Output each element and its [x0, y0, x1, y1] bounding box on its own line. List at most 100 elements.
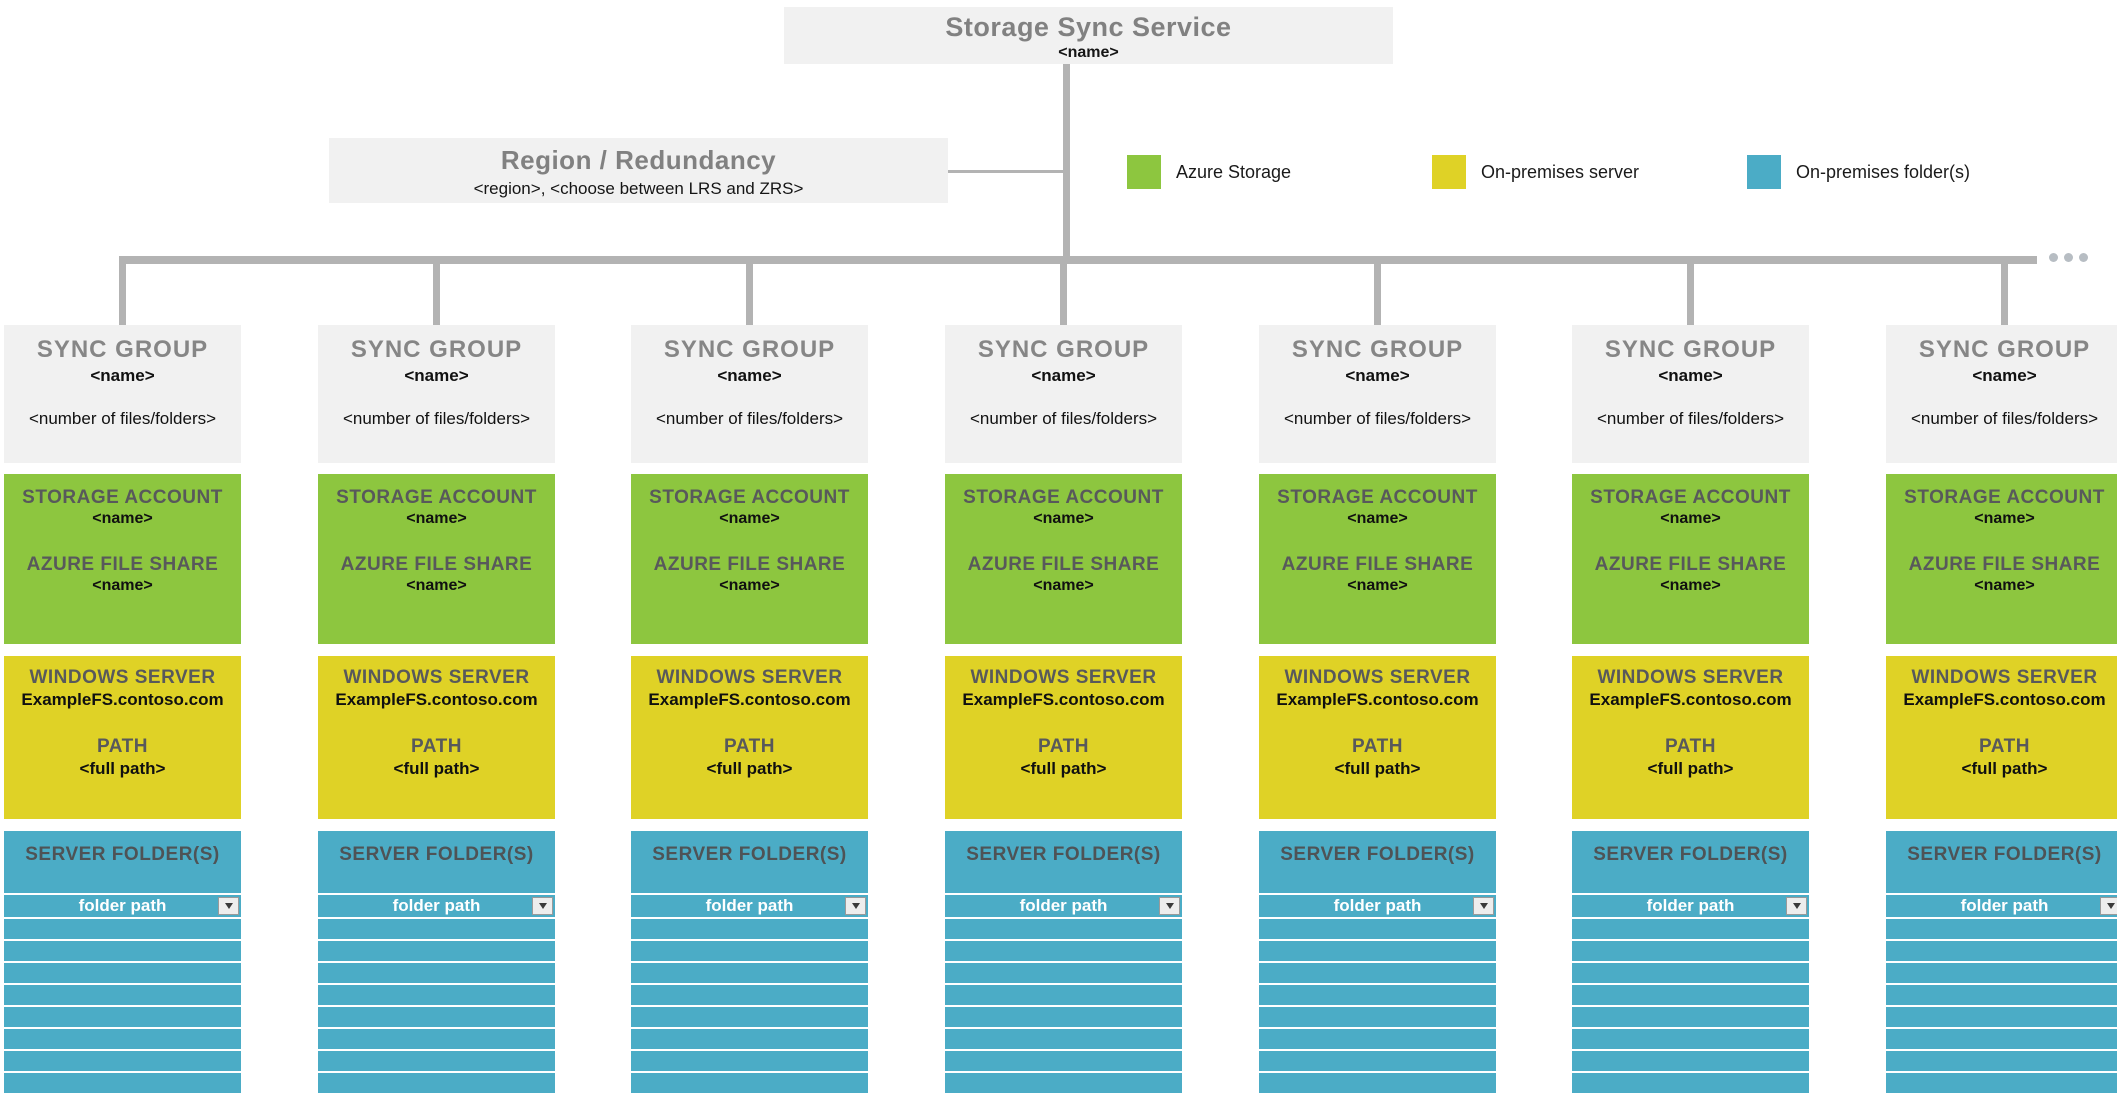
folder-row[interactable]	[631, 919, 868, 941]
folder-row[interactable]	[945, 1029, 1182, 1051]
sync-group-header-box: SYNC GROUP <name> <number of files/folde…	[1572, 325, 1809, 463]
sync-group-file-count: <number of files/folders>	[1596, 409, 1785, 428]
folder-row[interactable]	[1259, 919, 1496, 941]
connector-root-vertical-line	[1063, 64, 1070, 256]
folder-path-dropdown-button[interactable]	[1473, 897, 1494, 915]
sync-group-title: SYNC GROUP	[663, 336, 836, 363]
sync-group-name: <name>	[1972, 366, 2037, 385]
folder-row[interactable]	[945, 963, 1182, 985]
folder-row[interactable]	[318, 985, 555, 1007]
folder-row[interactable]	[631, 1007, 868, 1029]
folder-row[interactable]	[945, 985, 1182, 1007]
folder-row[interactable]	[1886, 963, 2117, 985]
folder-row[interactable]	[1259, 1051, 1496, 1073]
azure-file-share-label: AZURE FILE SHARE	[1281, 554, 1474, 575]
folder-path-cell[interactable]: folder path	[1886, 893, 2117, 919]
folder-row[interactable]	[318, 963, 555, 985]
path-value: <full path>	[1961, 759, 2048, 778]
folder-row[interactable]	[945, 1073, 1182, 1094]
azure-file-share-name: <name>	[406, 577, 467, 594]
folder-path-cell[interactable]: folder path	[631, 893, 868, 919]
windows-server-name: ExampleFS.contoso.com	[1589, 690, 1792, 709]
folder-row[interactable]	[4, 985, 241, 1007]
folder-path-dropdown-button[interactable]	[1786, 897, 1807, 915]
legend-label-onprem-server: On-premises server	[1481, 161, 1640, 182]
connector-drop-line	[1687, 264, 1694, 325]
sync-group-column: SYNC GROUP <name> <number of files/folde…	[631, 325, 868, 1103]
folder-path-dropdown-button[interactable]	[2100, 897, 2117, 915]
folder-row[interactable]	[1572, 985, 1809, 1007]
folder-row[interactable]	[945, 1007, 1182, 1029]
windows-server-label: WINDOWS SERVER	[29, 667, 216, 688]
storage-account-label: STORAGE ACCOUNT	[22, 487, 223, 508]
sync-group-header-box: SYNC GROUP <name> <number of files/folde…	[945, 325, 1182, 463]
folder-row[interactable]	[1886, 1029, 2117, 1051]
windows-server-label: WINDOWS SERVER	[1597, 667, 1784, 688]
sync-group-title: SYNC GROUP	[36, 336, 209, 363]
server-folders-label: SERVER FOLDER(S)	[339, 844, 534, 865]
folder-row[interactable]	[4, 941, 241, 963]
folder-row[interactable]	[1886, 985, 2117, 1007]
folder-row[interactable]	[318, 1007, 555, 1029]
sync-group-title: SYNC GROUP	[1604, 336, 1777, 363]
ellipsis-dot	[2064, 253, 2073, 262]
chevron-down-icon	[224, 903, 233, 909]
folder-row[interactable]	[1572, 1051, 1809, 1073]
folder-row[interactable]	[1886, 1073, 2117, 1094]
folder-row[interactable]	[631, 1073, 868, 1094]
folder-row[interactable]	[631, 1051, 868, 1073]
chevron-down-icon	[1792, 903, 1801, 909]
folder-row[interactable]	[1886, 941, 2117, 963]
folder-row[interactable]	[318, 1029, 555, 1051]
folder-row[interactable]	[318, 941, 555, 963]
folder-row[interactable]	[4, 963, 241, 985]
folder-path-cell[interactable]: folder path	[318, 893, 555, 919]
folder-row[interactable]	[631, 1029, 868, 1051]
folder-rows	[1259, 919, 1496, 1094]
folder-row[interactable]	[4, 1073, 241, 1094]
folder-row[interactable]	[318, 1051, 555, 1073]
folder-row[interactable]	[1572, 919, 1809, 941]
folder-path-cell[interactable]: folder path	[945, 893, 1182, 919]
folder-path-dropdown-button[interactable]	[218, 897, 239, 915]
folder-row[interactable]	[4, 1051, 241, 1073]
folder-path-dropdown-button[interactable]	[845, 897, 866, 915]
folder-row[interactable]	[631, 985, 868, 1007]
path-value: <full path>	[79, 759, 166, 778]
path-label: PATH	[724, 736, 775, 757]
windows-server-name: ExampleFS.contoso.com	[648, 690, 851, 709]
folder-row[interactable]	[318, 1073, 555, 1094]
folder-row[interactable]	[1572, 1029, 1809, 1051]
sync-group-name: <name>	[404, 366, 469, 385]
folder-rows	[631, 919, 868, 1094]
folder-row[interactable]	[945, 1051, 1182, 1073]
folder-row[interactable]	[1886, 919, 2117, 941]
folder-row[interactable]	[4, 919, 241, 941]
folder-row[interactable]	[1259, 941, 1496, 963]
folder-row[interactable]	[1259, 1073, 1496, 1094]
folder-row[interactable]	[1572, 1073, 1809, 1094]
folder-row[interactable]	[1572, 963, 1809, 985]
folder-row[interactable]	[1886, 1051, 2117, 1073]
folder-row[interactable]	[4, 1007, 241, 1029]
folder-path-cell[interactable]: folder path	[4, 893, 241, 919]
folder-row[interactable]	[945, 919, 1182, 941]
folder-row[interactable]	[631, 941, 868, 963]
folder-row[interactable]	[318, 919, 555, 941]
folder-path-dropdown-button[interactable]	[532, 897, 553, 915]
folder-row[interactable]	[631, 963, 868, 985]
folder-path-dropdown-button[interactable]	[1159, 897, 1180, 915]
folder-row[interactable]	[1886, 1007, 2117, 1029]
folder-row[interactable]	[4, 1029, 241, 1051]
folder-row[interactable]	[1259, 1007, 1496, 1029]
folder-row[interactable]	[945, 941, 1182, 963]
folder-row[interactable]	[1572, 1007, 1809, 1029]
folder-row[interactable]	[1572, 941, 1809, 963]
storage-sync-service-box: Storage Sync Service <name>	[784, 7, 1393, 64]
folder-path-cell[interactable]: folder path	[1259, 893, 1496, 919]
folder-row[interactable]	[1259, 1029, 1496, 1051]
folder-row[interactable]	[1259, 985, 1496, 1007]
folder-path-cell[interactable]: folder path	[1572, 893, 1809, 919]
folder-row[interactable]	[1259, 963, 1496, 985]
region-connector-line	[948, 170, 1063, 173]
